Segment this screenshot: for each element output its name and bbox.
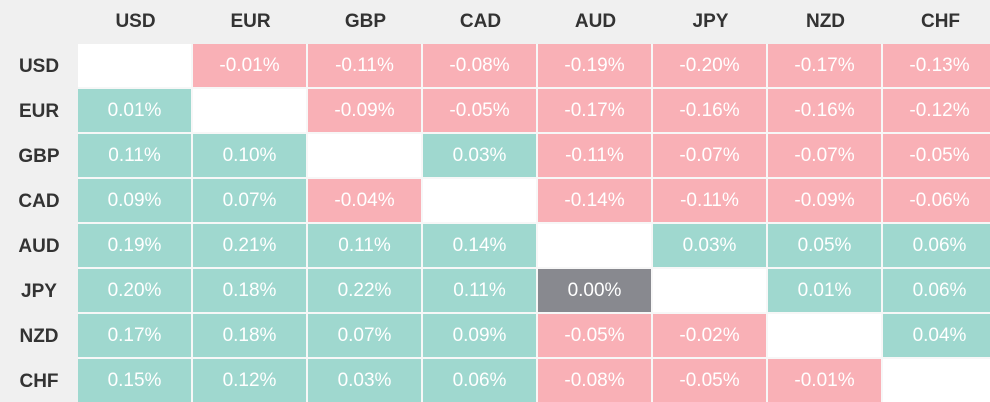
heatmap-cell-usd-eur: -0.01% [193,44,308,89]
heatmap-cell-eur-gbp: -0.09% [308,89,423,134]
diagonal-cell [308,134,423,179]
heatmap-cell-usd-nzd: -0.17% [768,44,883,89]
heatmap-cell-gbp-aud: -0.11% [538,134,653,179]
heatmap-cell-eur-usd: 0.01% [78,89,193,134]
heatmap-cell-nzd-jpy: -0.02% [653,314,768,359]
heatmap-cell-cad-aud: -0.14% [538,179,653,224]
column-header-eur: EUR [193,0,308,44]
heatmap-cell-usd-jpy: -0.20% [653,44,768,89]
heatmap-cell-eur-nzd: -0.16% [768,89,883,134]
heatmap-cell-nzd-aud: -0.05% [538,314,653,359]
diagonal-cell [193,89,308,134]
heatmap-cell-eur-aud: -0.17% [538,89,653,134]
heatmap-cell-usd-aud: -0.19% [538,44,653,89]
heatmap-cell-usd-chf: -0.13% [883,44,990,89]
heatmap-cell-eur-chf: -0.12% [883,89,990,134]
row-header-cad: CAD [0,179,78,224]
heatmap-cell-gbp-usd: 0.11% [78,134,193,179]
diagonal-cell [78,44,193,89]
heatmap-cell-jpy-aud: 0.00% [538,269,653,314]
diagonal-cell [768,314,883,359]
heatmap-cell-aud-gbp: 0.11% [308,224,423,269]
heatmap-cell-nzd-usd: 0.17% [78,314,193,359]
row-header-usd: USD [0,44,78,89]
row-header-jpy: JPY [0,269,78,314]
heatmap-cell-aud-usd: 0.19% [78,224,193,269]
heatmap-cell-chf-jpy: -0.05% [653,359,768,402]
column-header-jpy: JPY [653,0,768,44]
column-header-gbp: GBP [308,0,423,44]
heatmap-cell-eur-cad: -0.05% [423,89,538,134]
heatmap-cell-chf-cad: 0.06% [423,359,538,402]
corner-cell [0,0,78,44]
column-header-chf: CHF [883,0,990,44]
heatmap-cell-chf-aud: -0.08% [538,359,653,402]
heatmap-cell-cad-eur: 0.07% [193,179,308,224]
row-header-chf: CHF [0,359,78,402]
heatmap-cell-gbp-jpy: -0.07% [653,134,768,179]
heatmap-cell-aud-chf: 0.06% [883,224,990,269]
heatmap-cell-jpy-nzd: 0.01% [768,269,883,314]
heatmap-cell-aud-nzd: 0.05% [768,224,883,269]
column-header-aud: AUD [538,0,653,44]
row-header-aud: AUD [0,224,78,269]
diagonal-cell [883,359,990,402]
heatmap-cell-gbp-eur: 0.10% [193,134,308,179]
heatmap-cell-aud-cad: 0.14% [423,224,538,269]
heatmap-cell-usd-gbp: -0.11% [308,44,423,89]
row-header-nzd: NZD [0,314,78,359]
row-header-gbp: GBP [0,134,78,179]
heatmap-cell-gbp-cad: 0.03% [423,134,538,179]
heatmap-cell-nzd-eur: 0.18% [193,314,308,359]
heatmap-cell-usd-cad: -0.08% [423,44,538,89]
heatmap-cell-chf-usd: 0.15% [78,359,193,402]
row-header-eur: EUR [0,89,78,134]
heatmap-cell-aud-jpy: 0.03% [653,224,768,269]
heatmap-cell-cad-nzd: -0.09% [768,179,883,224]
column-header-nzd: NZD [768,0,883,44]
diagonal-cell [538,224,653,269]
diagonal-cell [423,179,538,224]
heatmap-cell-chf-nzd: -0.01% [768,359,883,402]
heatmap-cell-nzd-chf: 0.04% [883,314,990,359]
heatmap-cell-eur-jpy: -0.16% [653,89,768,134]
heatmap-cell-gbp-chf: -0.05% [883,134,990,179]
heatmap-cell-cad-chf: -0.06% [883,179,990,224]
heatmap-cell-nzd-cad: 0.09% [423,314,538,359]
heatmap-cell-cad-gbp: -0.04% [308,179,423,224]
heatmap-cell-jpy-usd: 0.20% [78,269,193,314]
heatmap-cell-cad-jpy: -0.11% [653,179,768,224]
heatmap-cell-jpy-chf: 0.06% [883,269,990,314]
heatmap-cell-nzd-gbp: 0.07% [308,314,423,359]
heatmap-cell-aud-eur: 0.21% [193,224,308,269]
column-header-usd: USD [78,0,193,44]
heatmap-cell-cad-usd: 0.09% [78,179,193,224]
heatmap-cell-chf-gbp: 0.03% [308,359,423,402]
heatmap-cell-jpy-gbp: 0.22% [308,269,423,314]
heatmap-cell-chf-eur: 0.12% [193,359,308,402]
heatmap-cell-jpy-cad: 0.11% [423,269,538,314]
diagonal-cell [653,269,768,314]
heatmap-cell-gbp-nzd: -0.07% [768,134,883,179]
column-header-cad: CAD [423,0,538,44]
heatmap-cell-jpy-eur: 0.18% [193,269,308,314]
